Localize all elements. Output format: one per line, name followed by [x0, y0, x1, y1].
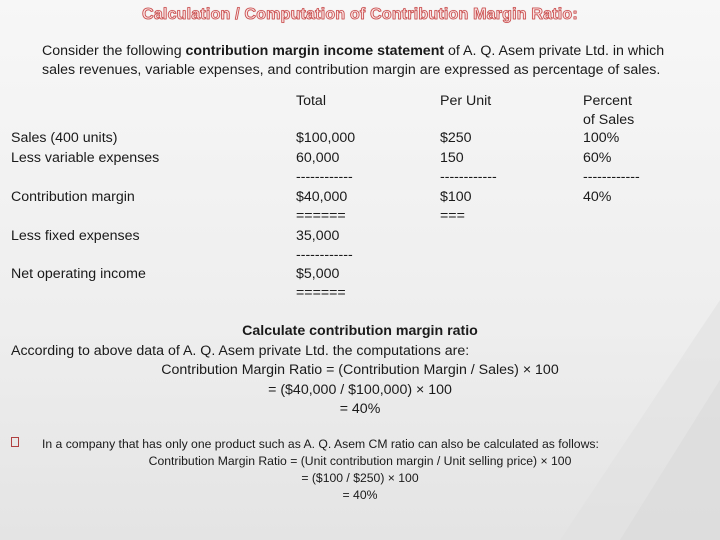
dash-rule-total: ------------: [296, 169, 353, 185]
header-percent: Percent: [583, 93, 632, 109]
bullet-substitution: = ($100 / $250) × 100: [301, 471, 419, 485]
row-sales-percent: 100%: [583, 130, 620, 146]
double-rule-per-unit: ===: [440, 208, 465, 224]
intro-text-bold: contribution margin income statement: [185, 43, 445, 59]
bullet-text: In a company that has only one product s…: [42, 437, 599, 451]
row-cm-percent: 40%: [583, 189, 612, 205]
calc-result: = 40%: [339, 401, 381, 417]
row-variable-total: 60,000: [296, 150, 340, 166]
intro-paragraph: Consider the following contribution marg…: [42, 42, 692, 80]
calc-section: Calculate contribution margin ratio Acco…: [0, 322, 720, 420]
row-variable-label: Less variable expenses: [11, 150, 160, 166]
bullet-formula: Contribution Margin Ratio = (Unit contri…: [148, 454, 572, 468]
dash-rule-percent: ------------: [583, 169, 640, 185]
double-rule-total: ======: [296, 208, 346, 224]
bullet-section: In a company that has only one product s…: [0, 436, 720, 504]
dash-rule-total-2: ------------: [296, 247, 353, 263]
dash-rule-per-unit: ------------: [440, 169, 497, 185]
row-variable-percent: 60%: [583, 150, 612, 166]
row-cm-label: Contribution margin: [11, 189, 135, 205]
row-fixed-label: Less fixed expenses: [11, 228, 140, 244]
row-sales-label: Sales (400 units): [11, 130, 118, 146]
header-of-sales: of Sales: [583, 112, 635, 128]
calc-intro-line: According to above data of A. Q. Asem pr…: [11, 342, 470, 359]
intro-text-before: Consider the following: [42, 43, 186, 59]
bullet-result: = 40%: [342, 488, 378, 502]
calc-formula: Contribution Margin Ratio = (Contributio…: [161, 362, 559, 378]
double-rule-total-2: ======: [296, 285, 346, 301]
row-cm-total: $40,000: [296, 189, 348, 205]
calc-heading: Calculate contribution margin ratio: [242, 323, 478, 339]
slide-title: Calculation / Computation of Contributio…: [142, 6, 578, 24]
row-cm-per-unit: $100: [440, 189, 472, 205]
row-variable-per-unit: 150: [440, 150, 464, 166]
row-sales-per-unit: $250: [440, 130, 472, 146]
header-total: Total: [296, 93, 326, 109]
bullet-square-icon: [11, 437, 19, 447]
header-per-unit: Per Unit: [440, 93, 492, 109]
row-noi-total: $5,000: [296, 266, 340, 282]
row-sales-total: $100,000: [296, 130, 356, 146]
calc-substitution: = ($40,000 / $100,000) × 100: [268, 381, 452, 398]
row-fixed-total: 35,000: [296, 228, 340, 244]
intro-text-after: of A. Q. Asem private Ltd. in which sale…: [42, 43, 665, 78]
row-noi-label: Net operating income: [11, 266, 146, 282]
